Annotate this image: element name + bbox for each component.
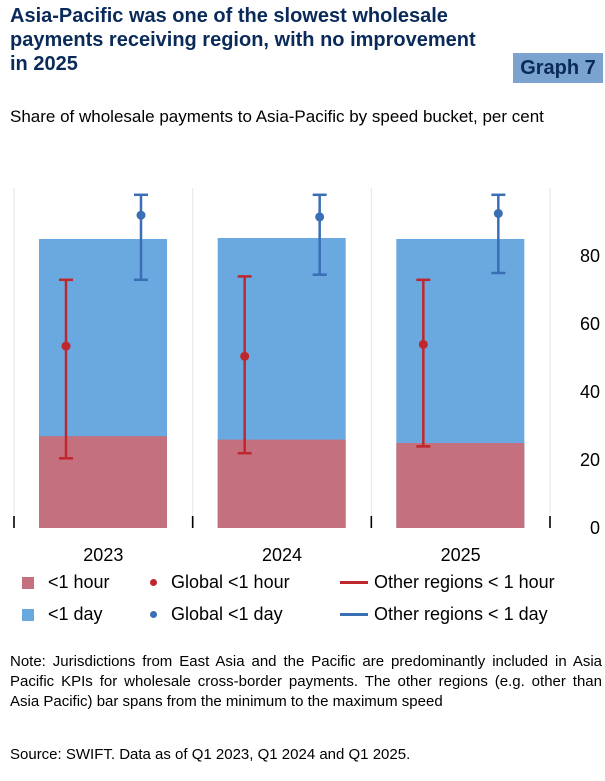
y-tick-label: 60: [580, 314, 600, 334]
dot-global-1day: [493, 209, 503, 218]
legend-label: Other regions < 1 day: [374, 604, 548, 624]
legend-item: <1 day: [22, 604, 103, 625]
chart-subtitle: Share of wholesale payments to Asia-Paci…: [10, 107, 544, 126]
y-tick-label: 0: [590, 518, 600, 538]
legend-item: Global <1 day: [150, 604, 283, 625]
dot-global-1day: [136, 210, 146, 220]
dot-global-1hour: [240, 351, 250, 361]
y-tick-label: 40: [580, 382, 600, 402]
bar-1hour: [217, 439, 346, 528]
dot-global-1hour: [418, 339, 428, 349]
dot-global-1hour: [61, 341, 71, 351]
y-tick-label: 20: [580, 450, 600, 470]
x-tick-label: 2023: [83, 545, 123, 565]
legend-swatch: [22, 608, 34, 621]
legend-swatch: [150, 611, 157, 618]
legend-label: <1 hour: [48, 572, 110, 592]
footnote: Note: Jurisdictions from East Asia and t…: [10, 653, 602, 710]
legend-item: <1 hour: [22, 572, 110, 593]
legend-label: Other regions < 1 hour: [374, 572, 555, 592]
legend-label: <1 day: [48, 604, 103, 624]
source-note: Source: SWIFT. Data as of Q1 2023, Q1 20…: [10, 746, 411, 763]
y-tick-label: 80: [580, 246, 600, 266]
legend-swatch: [22, 576, 34, 589]
bar-1hour: [39, 436, 167, 528]
legend-swatch: [150, 579, 157, 586]
chart-title: Asia-Pacific was one of the slowest whol…: [10, 5, 476, 75]
graph-number-badge: Graph 7: [513, 53, 603, 83]
x-tick-label: 2024: [262, 545, 302, 565]
legend-item: Other regions < 1 hour: [340, 572, 555, 593]
legend-label: Global <1 hour: [171, 572, 290, 592]
x-tick-label: 2025: [441, 545, 481, 565]
legend-label: Global <1 day: [171, 604, 283, 624]
dot-global-1day: [315, 212, 325, 222]
bar-1hour: [396, 443, 525, 528]
legend-item: Other regions < 1 day: [340, 604, 548, 625]
legend-item: Global <1 hour: [150, 572, 290, 593]
legend-swatch: [340, 581, 368, 584]
chart-plot-area: 2023 2024 2025 0 20 40 60 80: [13, 188, 600, 565]
legend-swatch: [340, 613, 368, 616]
